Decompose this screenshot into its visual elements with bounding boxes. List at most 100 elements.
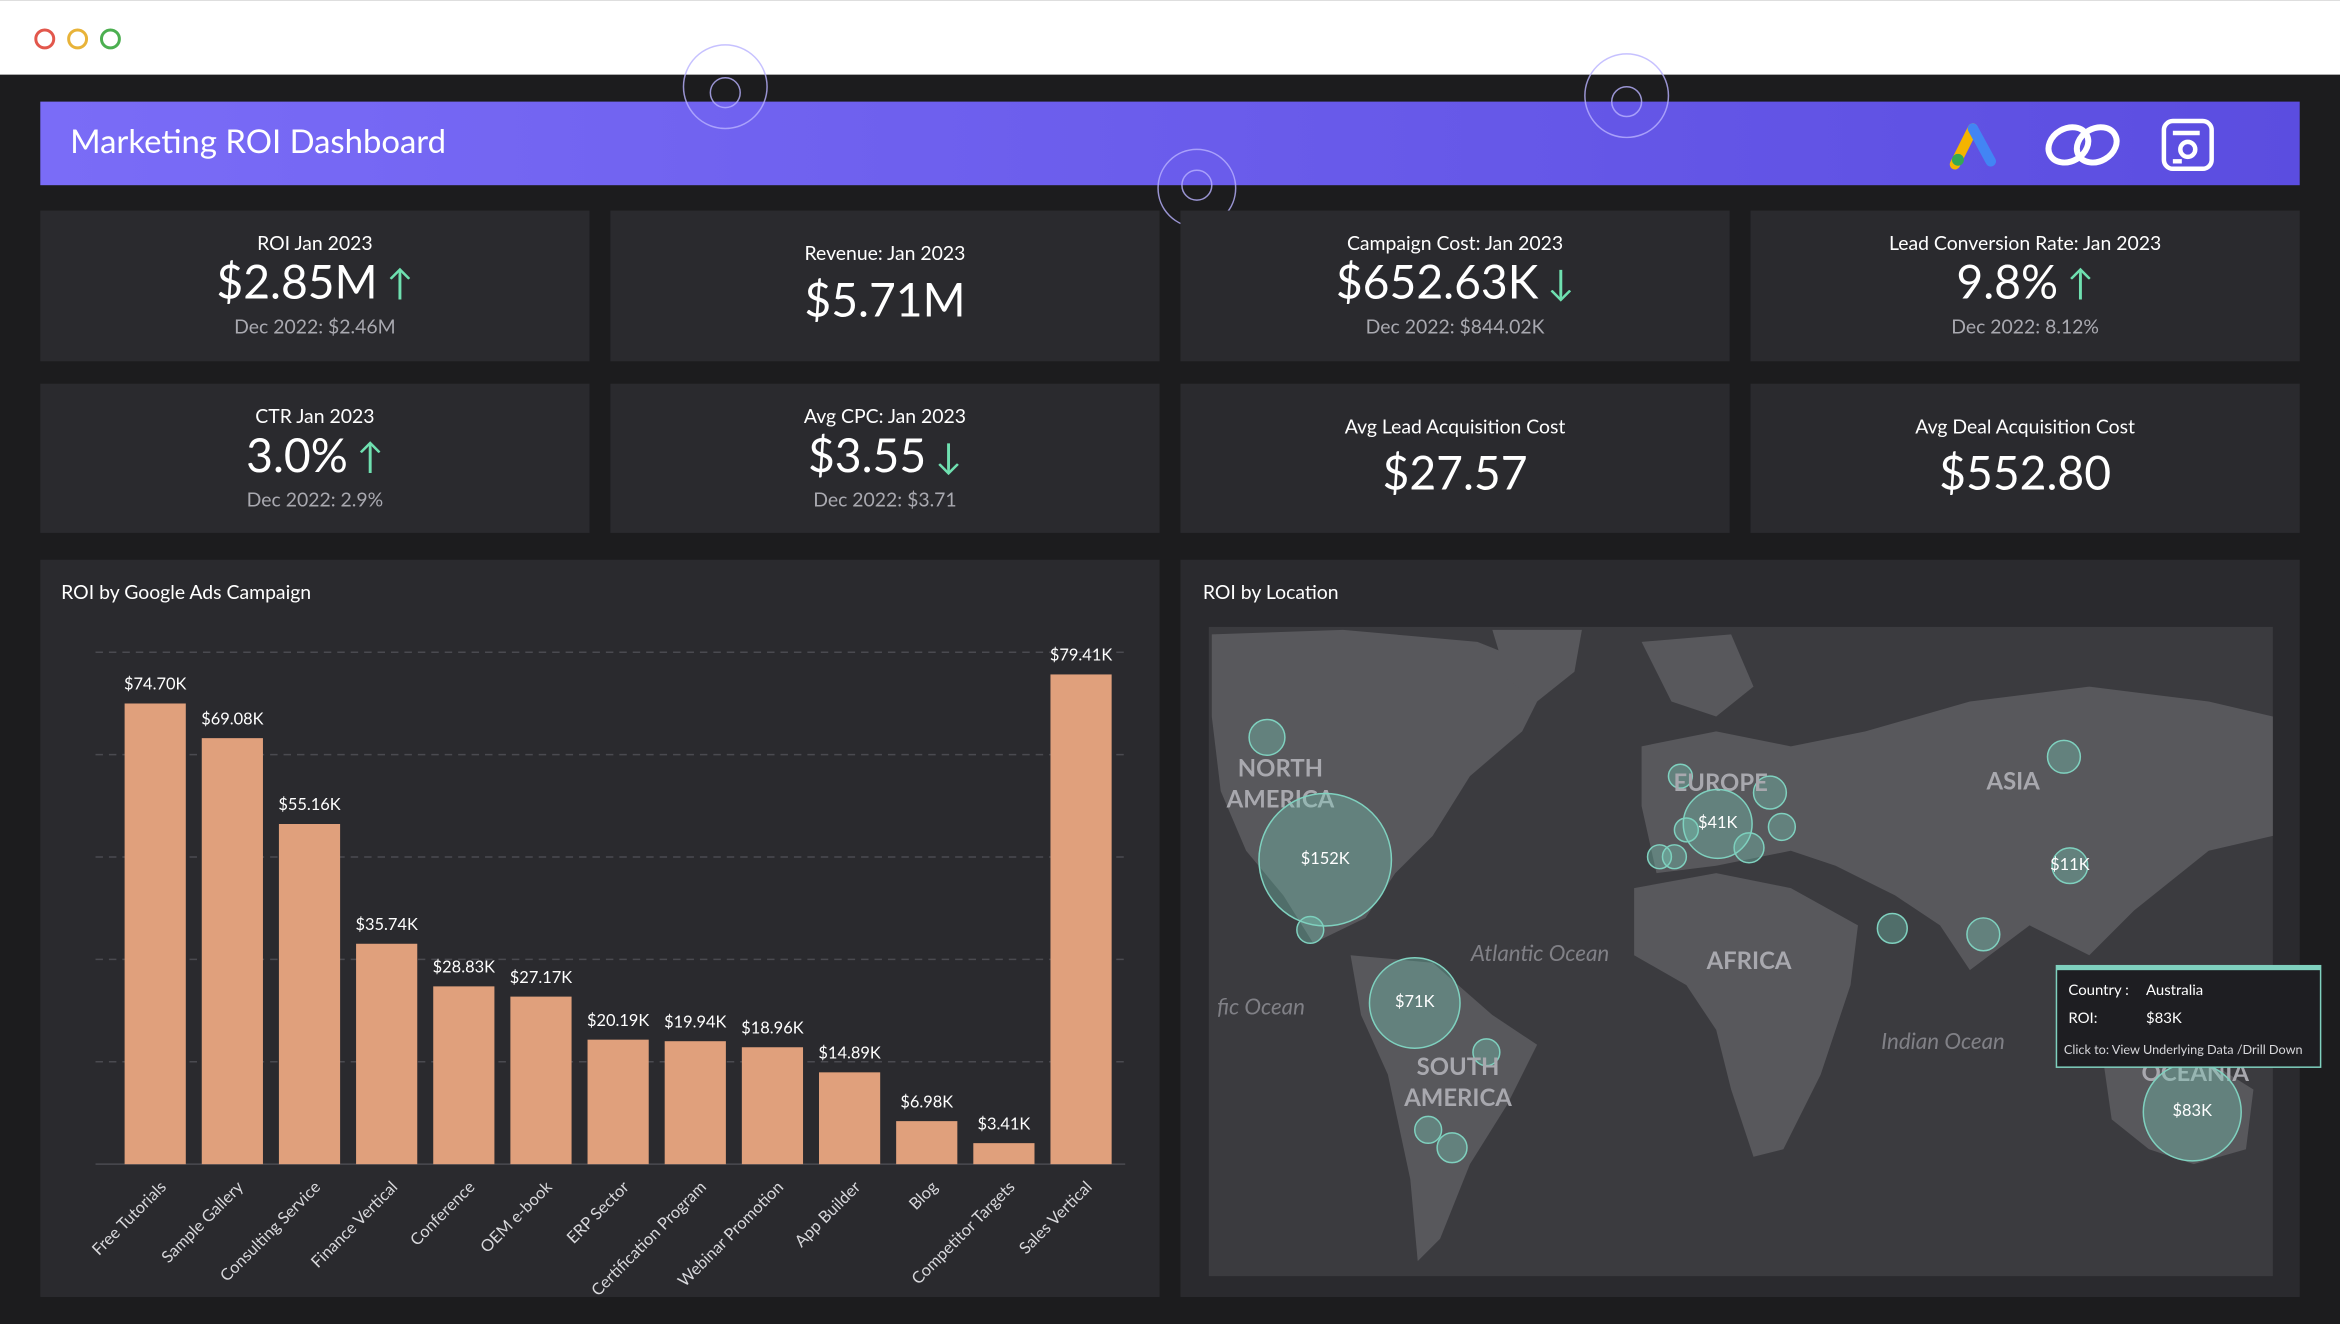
ocean-label: fic Ocean [1217,993,1305,1020]
region-label: EUROPE [1674,768,1768,797]
bubble-label: $152K [1301,849,1350,868]
kpi-value-line: 9.8% ↑ [1956,252,2093,308]
data-label: $19.94K [664,1012,726,1031]
region-label: NORTH [1238,753,1323,782]
window-bar [0,0,2340,75]
kpi-trend: ↓ [1547,261,1574,304]
bubble-label: $41K [1698,813,1738,832]
bar [278,823,341,1165]
data-label: $74.70K [124,675,186,694]
kpi-label: Avg Lead Acquisition Cost [1345,415,1566,438]
bar [664,1041,726,1165]
bubble-label: $71K [1395,992,1435,1011]
kpi-label: ROI Jan 2023 [257,232,373,255]
kpi-value: $27.57 [1383,443,1528,499]
tooltip-key: Country : [2068,981,2128,999]
region-label: AMERICA [1226,785,1335,814]
kpi-compare: Dec 2022: $844.02K [1366,315,1545,338]
bar [819,1072,881,1165]
data-label: $79.41K [1050,646,1112,665]
kpi-value: $652.63K [1336,252,1539,308]
kpi-value-line: $5.71M [804,270,965,326]
data-label: $18.96K [741,1018,803,1037]
ads-icon [1949,123,1997,170]
kpi-compare: Dec 2022: $3.71 [813,488,956,511]
region-label: AFRICA [1706,946,1792,975]
kpi-trend: ↑ [387,261,414,304]
link-icon [2045,124,2120,166]
chart-title: ROI by Google Ads Campaign [61,581,311,604]
kpi-trend: ↑ [2067,261,2094,304]
kpi-value-line: $2.85M ↑ [216,252,413,308]
bubble-label: $83K [2173,1101,2213,1120]
data-label: $27.17K [510,968,572,987]
bar [587,1039,649,1165]
bar [896,1121,958,1165]
minor-bubbles [1248,718,2082,1164]
map-bubble [2051,847,2089,885]
kpi-value-line: 3.0% ↑ [246,426,383,482]
kpi-card [40,210,590,362]
kpi-value-line: $552.80 [1939,443,2111,499]
kpi-value: $3.55 [808,426,926,482]
window-close[interactable] [34,28,56,50]
kpi-label: Avg CPC: Jan 2023 [804,405,966,428]
region-label: SOUTH [1417,1052,1500,1081]
window-minimize[interactable] [67,28,89,50]
data-label: $3.41K [977,1114,1030,1133]
map-bubble [1682,788,1753,860]
bar [741,1047,804,1165]
kpi-value-line: $27.57 [1383,443,1528,499]
kpi-card [40,383,590,533]
kpi-card [1180,210,1730,362]
kpi-value-line: $652.63K ↓ [1336,252,1574,308]
data-label: $14.89K [818,1044,880,1063]
tooltip-value: $83K [2146,1009,2182,1027]
kpi-value: 3.0% [246,426,348,482]
kpi-card [1750,383,2300,533]
bar [1050,674,1112,1165]
kpi-trend: ↓ [935,434,962,477]
kpi-compare: Dec 2022: 8.12% [1951,315,2099,338]
bar [510,996,572,1165]
region-label: AMERICA [1403,1083,1512,1112]
kpi-card [610,210,1160,362]
kpi-value: $2.85M [216,252,377,308]
data-label: $6.98K [900,1092,953,1111]
kpi-value-line: $3.55 ↓ [808,426,962,482]
bi-icon [2161,118,2214,172]
bar [973,1143,1035,1165]
data-label: $35.74K [356,915,418,934]
data-label: $55.16K [278,795,340,814]
kpi-label: Campaign Cost: Jan 2023 [1347,232,1563,255]
data-label: $69.08K [201,709,263,728]
kpi-compare: Dec 2022: $2.46M [234,315,395,338]
bar [356,943,418,1165]
kpi-label: Avg Deal Acquisition Cost [1915,415,2135,438]
header-banner [40,101,2300,186]
ocean-label: Indian Ocean [1881,1027,2005,1054]
kpi-card [1750,210,2300,362]
kpi-card [1180,383,1730,533]
map-bubble [1258,792,1393,927]
tooltip-value: Australia [2146,981,2203,999]
bar [201,738,263,1165]
data-label: $20.19K [587,1011,649,1030]
kpi-card [610,383,1160,533]
bubble-label: $11K [2050,855,2090,874]
map-land [1211,629,2273,1262]
kpi-trend: ↑ [357,434,384,477]
kpi-value: $5.71M [804,270,965,326]
bar [433,986,495,1165]
kpi-label: Revenue: Jan 2023 [805,242,966,265]
ocean-label: Atlantic Ocean [1470,939,1609,966]
kpi-value: $552.80 [1939,443,2111,499]
data-label: $28.83K [433,958,495,977]
window-maximize[interactable] [99,28,121,50]
kpi-label: CTR Jan 2023 [255,405,374,428]
bar [124,703,186,1165]
tooltip [2055,964,2322,1068]
kpi-compare: Dec 2022: 2.9% [247,488,383,511]
